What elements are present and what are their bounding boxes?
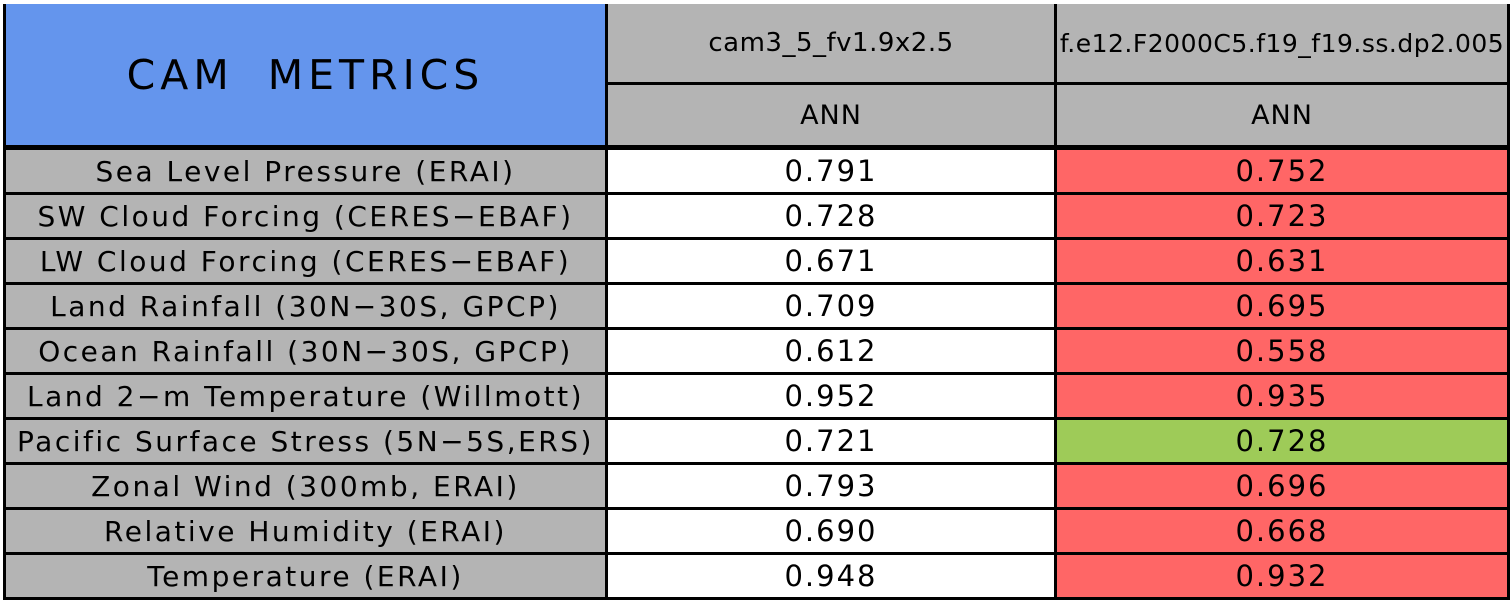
metric-value-run1: 0.791 xyxy=(608,150,1057,195)
metric-value-run1: 0.952 xyxy=(608,375,1057,420)
metric-label: Zonal Wind (300mb, ERAI) xyxy=(6,465,608,510)
column-header-run1: cam3_5_fv1.9x2.5 xyxy=(608,4,1057,85)
table-title-cell: CAM METRICS xyxy=(6,4,608,150)
metric-value-run2: 0.935 xyxy=(1057,375,1510,420)
metric-value-run2: 0.696 xyxy=(1057,465,1510,510)
metric-value-run2: 0.668 xyxy=(1057,510,1510,555)
metric-value-run1: 0.709 xyxy=(608,285,1057,330)
metric-value-run1: 0.612 xyxy=(608,330,1057,375)
metric-value-run1: 0.721 xyxy=(608,420,1057,465)
metric-label: Temperature (ERAI) xyxy=(6,555,608,600)
season-header-run2: ANN xyxy=(1057,85,1510,150)
metric-label: Ocean Rainfall (30N−30S, GPCP) xyxy=(6,330,608,375)
metric-value-run1: 0.793 xyxy=(608,465,1057,510)
metric-value-run2: 0.631 xyxy=(1057,240,1510,285)
metric-label: SW Cloud Forcing (CERES−EBAF) xyxy=(6,195,608,240)
metric-value-run2: 0.558 xyxy=(1057,330,1510,375)
metric-value-run1: 0.671 xyxy=(608,240,1057,285)
table-title: CAM METRICS xyxy=(126,50,485,99)
metric-label: Land Rainfall (30N−30S, GPCP) xyxy=(6,285,608,330)
metric-label: Relative Humidity (ERAI) xyxy=(6,510,608,555)
metrics-table: CAM METRICS cam3_5_fv1.9x2.5 f.e12.F2000… xyxy=(3,4,1510,600)
metric-value-run2: 0.932 xyxy=(1057,555,1510,600)
metric-label: Sea Level Pressure (ERAI) xyxy=(6,150,608,195)
metric-value-run1: 0.728 xyxy=(608,195,1057,240)
season-header-run1: ANN xyxy=(608,85,1057,150)
metric-label: Land 2−m Temperature (Willmott) xyxy=(6,375,608,420)
column-header-run2: f.e12.F2000C5.f19_f19.ss.dp2.005 xyxy=(1057,4,1510,85)
metric-value-run2: 0.752 xyxy=(1057,150,1510,195)
metric-value-run2: 0.728 xyxy=(1057,420,1510,465)
metric-value-run1: 0.690 xyxy=(608,510,1057,555)
metric-label: Pacific Surface Stress (5N−5S,ERS) xyxy=(6,420,608,465)
metric-value-run2: 0.695 xyxy=(1057,285,1510,330)
metric-value-run2: 0.723 xyxy=(1057,195,1510,240)
metric-value-run1: 0.948 xyxy=(608,555,1057,600)
metric-label: LW Cloud Forcing (CERES−EBAF) xyxy=(6,240,608,285)
column-header-run2-label: f.e12.F2000C5.f19_f19.ss.dp2.005 xyxy=(1059,28,1505,58)
